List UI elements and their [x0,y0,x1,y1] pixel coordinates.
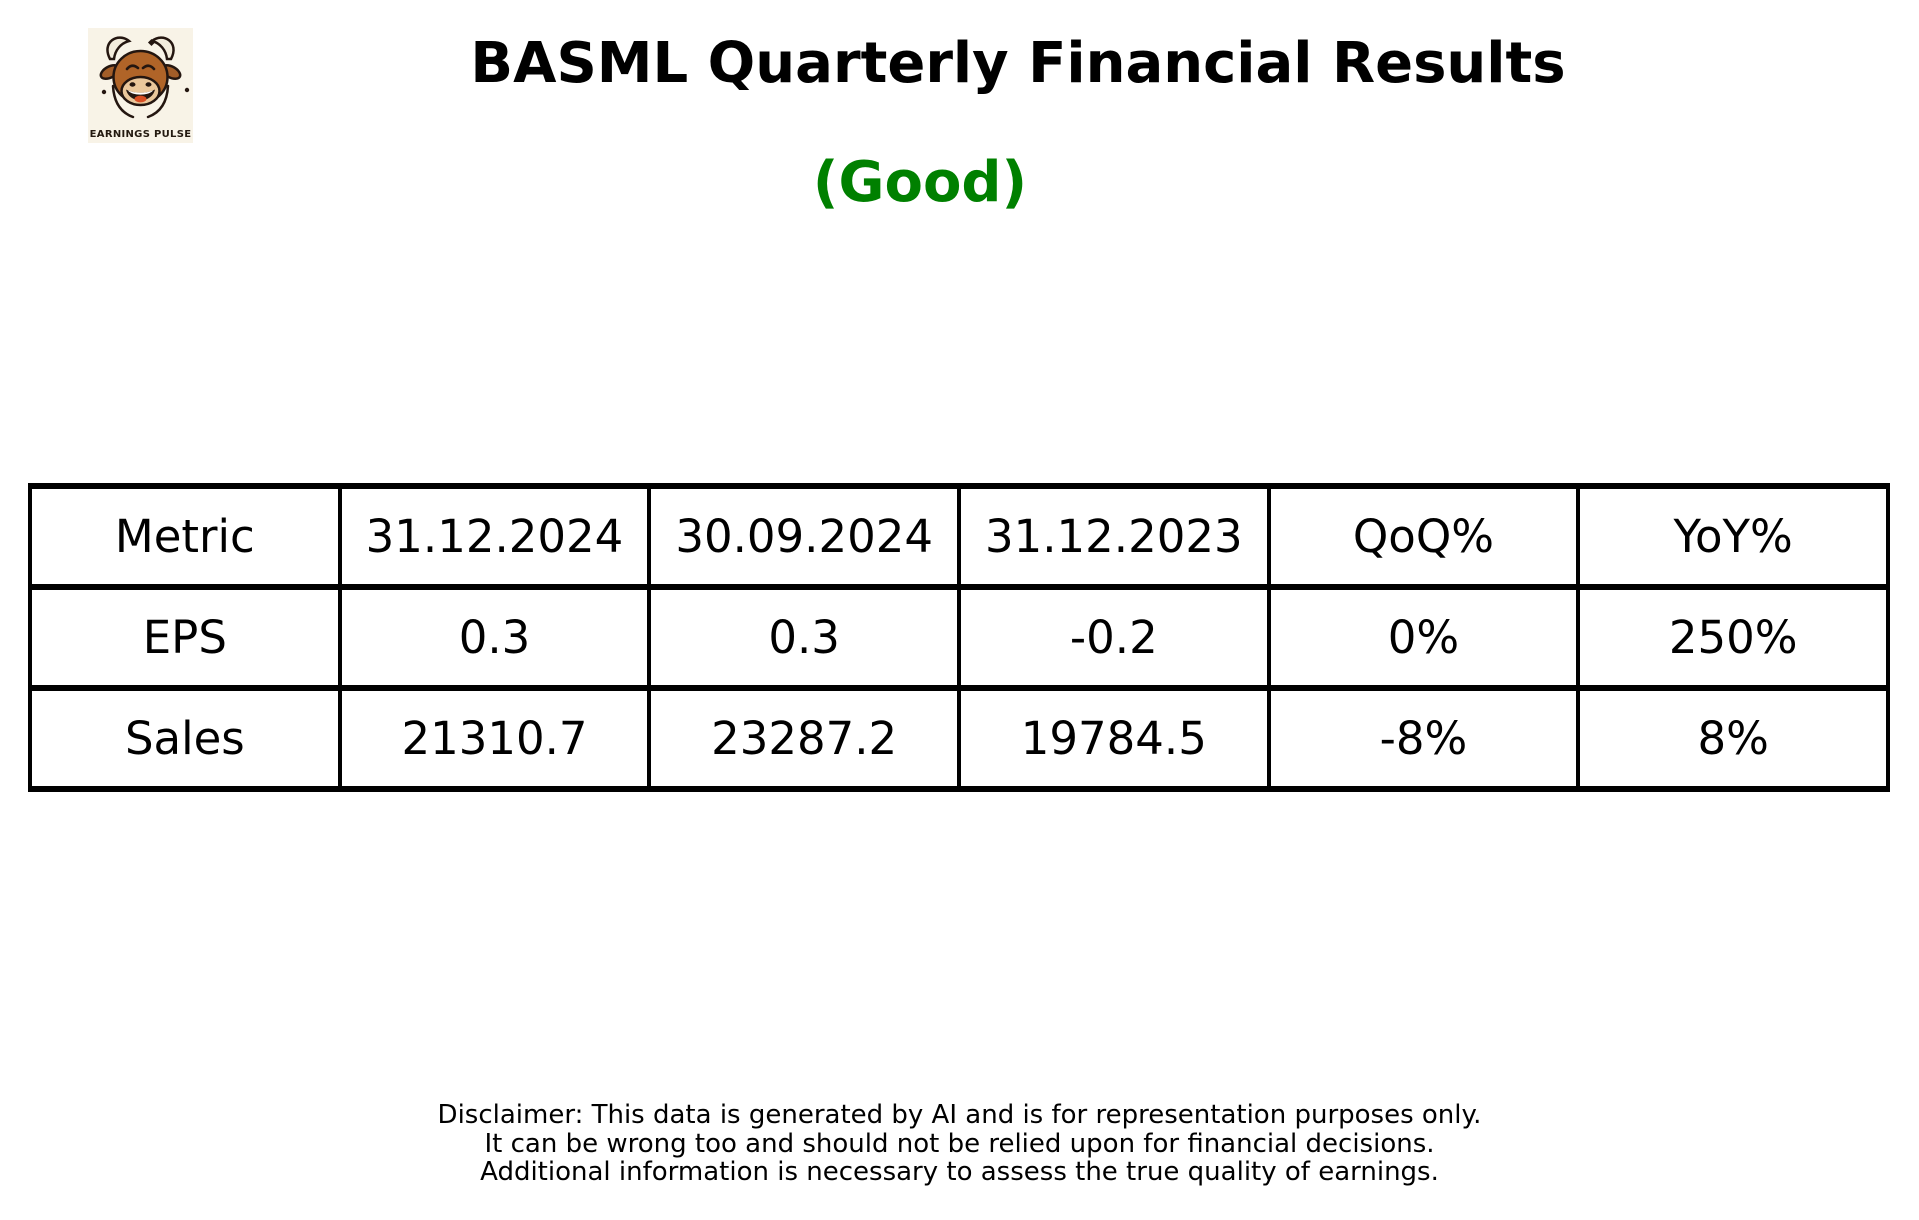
yoy-cell: 8% [1576,685,1890,792]
table-row-eps: EPS 0.3 0.3 -0.2 0% 250% [28,584,1890,691]
metric-name-cell: Sales [28,685,342,792]
brand-name: EARNINGS PULSE [89,129,192,140]
col-header-metric: Metric [28,483,342,590]
col-header-period-2: 30.09.2024 [647,483,961,590]
disclaimer-line: It can be wrong too and should not be re… [484,1128,1435,1159]
table-row-sales: Sales 21310.7 23287.2 19784.5 -8% 8% [28,685,1890,792]
page-title: BASML Quarterly Financial Results [470,31,1566,96]
value-cell: 0.3 [647,584,961,691]
value-cell: 21310.7 [337,685,652,792]
value-cell: 19784.5 [956,685,1271,792]
qoq-cell: -8% [1266,685,1581,792]
value-cell: -0.2 [956,584,1271,691]
disclaimer-line: Disclaimer: This data is generated by AI… [437,1100,1482,1130]
value-cell: 23287.2 [647,685,961,792]
metric-name-cell: EPS [28,584,342,691]
qoq-cell: 0% [1266,584,1581,691]
yoy-cell: 250% [1576,584,1890,691]
disclaimer-line: Additional information is necessary to a… [480,1157,1439,1187]
verdict-label: (Good) [812,150,1028,215]
col-header-qoq: QoQ% [1266,483,1581,590]
col-header-period-3: 31.12.2023 [956,483,1271,590]
financials-table: Metric 31.12.2024 30.09.2024 31.12.2023 … [28,483,1890,792]
value-cell: 0.3 [337,584,652,691]
financials-table-container: Metric 31.12.2024 30.09.2024 31.12.2023 … [28,483,1890,792]
table-header-row: Metric 31.12.2024 30.09.2024 31.12.2023 … [28,483,1890,590]
brand-logo: EARNINGS PULSE [88,28,193,143]
laughing-bull-icon [88,28,193,130]
col-header-period-1: 31.12.2024 [337,483,652,590]
col-header-yoy: YoY% [1576,483,1890,590]
disclaimer: Disclaimer: This data is generated by AI… [0,1101,1919,1187]
